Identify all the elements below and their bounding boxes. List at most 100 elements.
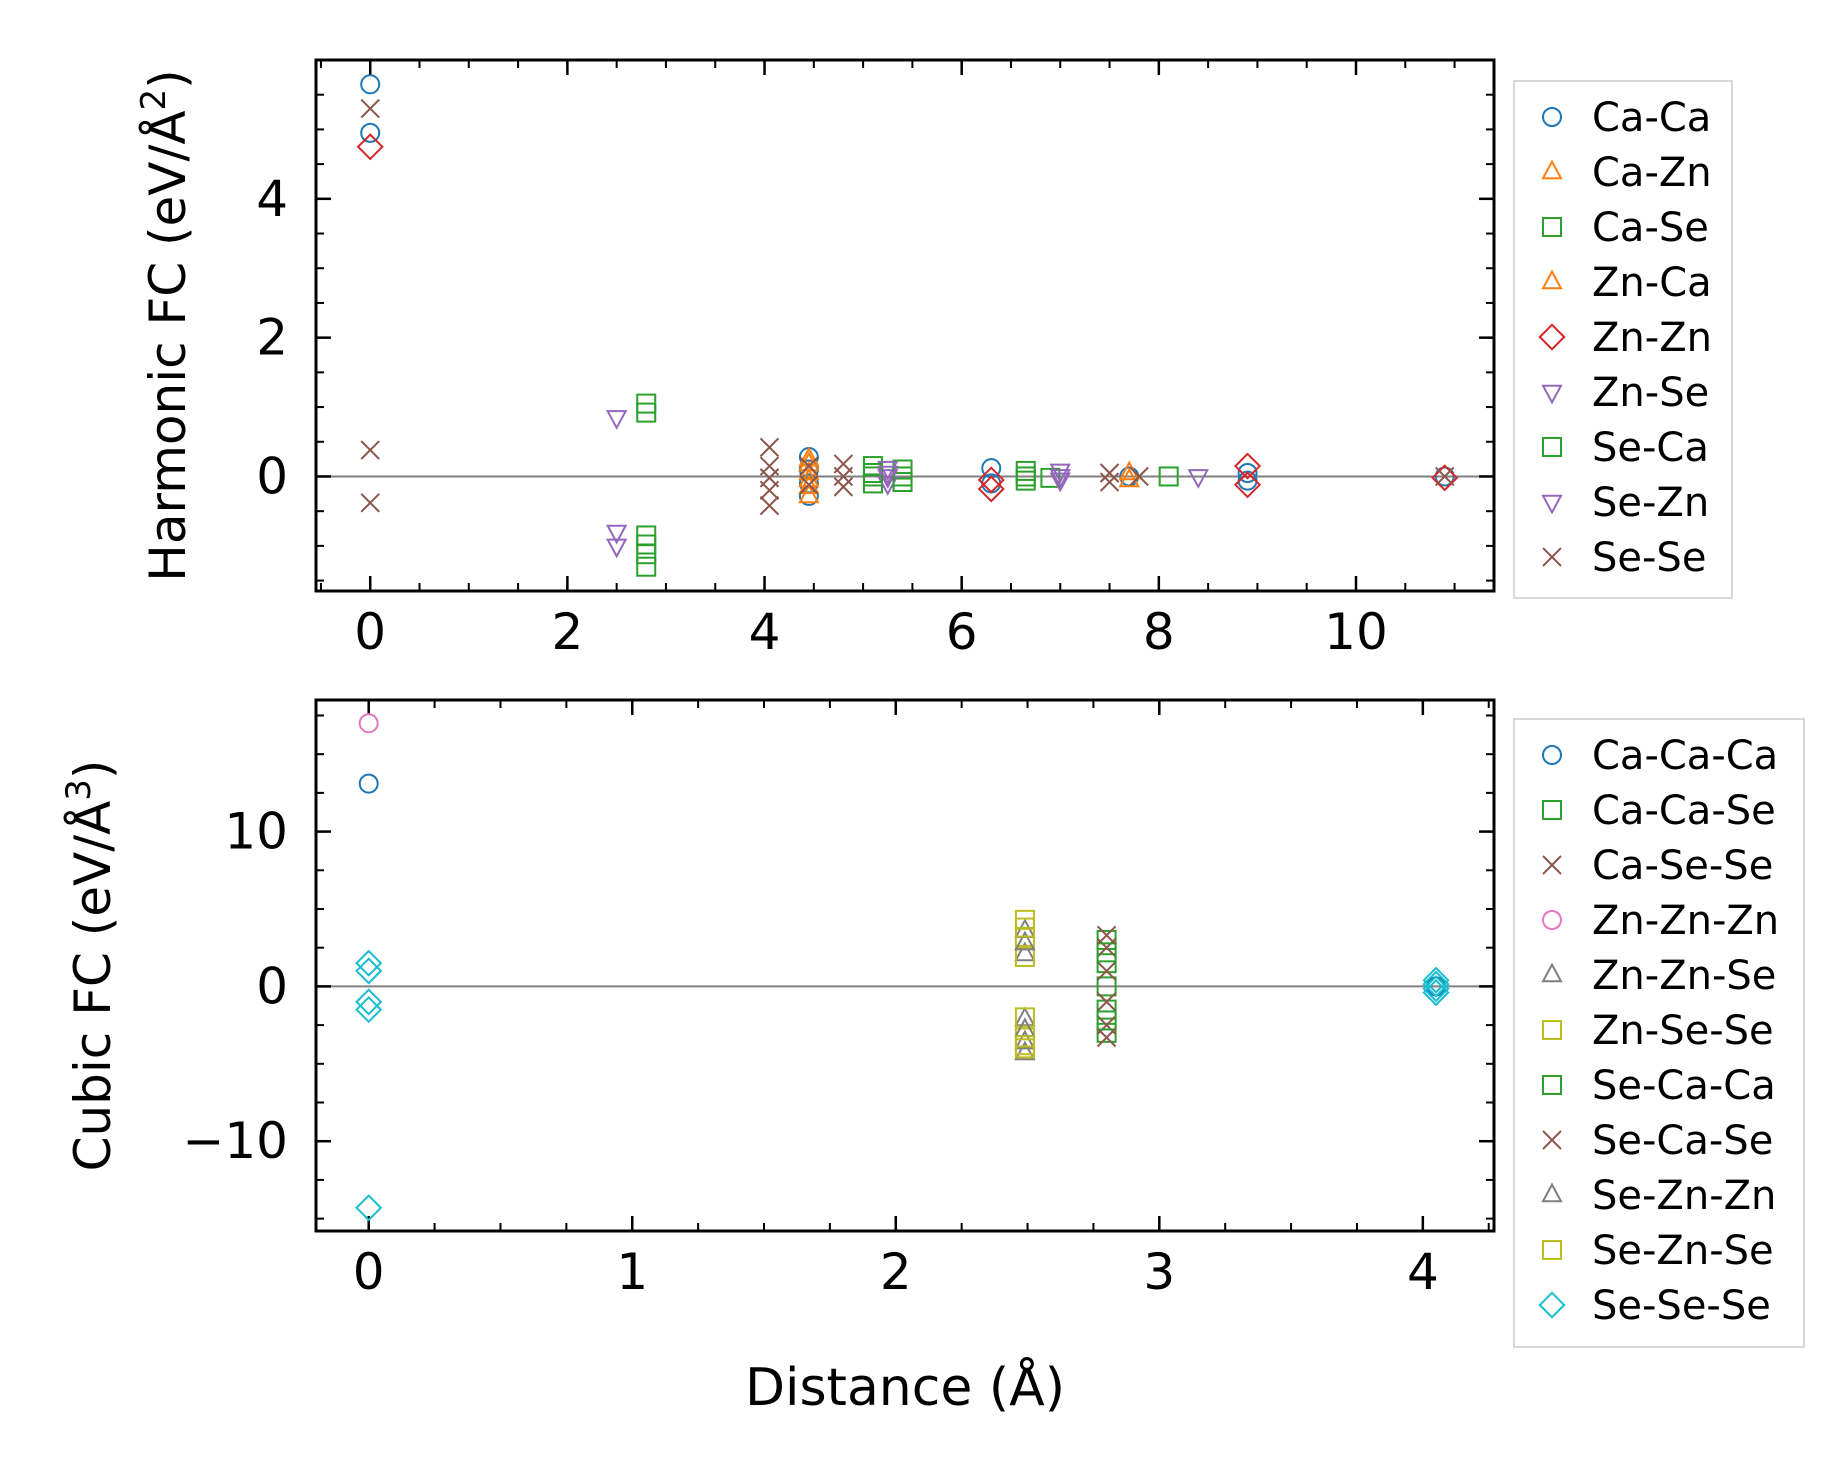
data-point	[1129, 466, 1149, 487]
legend-label: Se-Zn	[1592, 480, 1709, 526]
legend-label: Se-Ca-Ca	[1592, 1063, 1776, 1109]
data-point	[1015, 466, 1036, 487]
legend-marker	[1541, 494, 1563, 515]
data-point	[759, 437, 780, 458]
y-axis-label: Cubic FC (eV/Å3)	[59, 760, 122, 1172]
plot-area-frame	[314, 58, 1496, 593]
data-point	[1049, 469, 1071, 489]
legend-label: Zn-Ca	[1592, 260, 1712, 306]
data-point	[636, 402, 657, 423]
legend-box	[1513, 718, 1805, 1348]
legend-label: Zn-Se	[1592, 370, 1709, 416]
legend-marker	[1542, 547, 1562, 567]
data-point	[1187, 469, 1209, 489]
x-tick-label: 8	[1143, 603, 1175, 661]
x-tick-label: 3	[1143, 1243, 1175, 1301]
y-tick-label: 10	[224, 803, 288, 861]
data-point	[1435, 466, 1455, 487]
legend-label: Ca-Ca-Ca	[1592, 733, 1778, 779]
plot-area-frame	[314, 698, 1496, 1233]
legend-label: Zn-Se-Se	[1592, 1008, 1774, 1054]
data-point	[1096, 999, 1117, 1020]
data-point	[1096, 992, 1117, 1012]
data-point	[360, 98, 380, 119]
series-Ca-Ca	[360, 74, 1455, 506]
series-Zn-Se	[605, 410, 1209, 559]
data-point	[355, 957, 383, 985]
series-Zn-Zn	[356, 133, 1459, 503]
data-point	[877, 469, 899, 489]
legend-label: Se-Se-Se	[1592, 1283, 1771, 1329]
data-point	[1096, 1022, 1117, 1043]
legend-label: Se-Ca	[1592, 425, 1709, 471]
y-tick-label: −10	[182, 1112, 288, 1170]
legend-marker	[1542, 1075, 1562, 1095]
data-point	[1014, 1040, 1036, 1061]
legend-marker	[1541, 384, 1563, 405]
legend-marker	[1542, 1130, 1562, 1150]
legend-marker	[1541, 269, 1563, 290]
legend-label: Ca-Ca	[1592, 95, 1711, 141]
data-point	[1014, 941, 1036, 962]
data-point	[1014, 917, 1035, 938]
series-Se-Ca-Se	[1096, 925, 1117, 1048]
data-point	[1237, 463, 1258, 483]
data-point	[1014, 946, 1035, 967]
data-point	[1422, 970, 1450, 998]
legend-label: Ca-Se-Se	[1592, 843, 1773, 889]
data-point	[1422, 966, 1450, 994]
legend-marker	[1542, 217, 1562, 237]
x-tick-label: 4	[749, 603, 781, 661]
legend-box	[1513, 80, 1733, 599]
data-point	[1014, 1035, 1035, 1056]
data-point	[355, 996, 383, 1024]
series-Se-Ca-Ca	[1096, 942, 1117, 1031]
data-point	[833, 466, 854, 487]
x-tick-label: 10	[1324, 603, 1388, 661]
legend-label: Zn-Zn-Zn	[1592, 898, 1779, 944]
y-axis-label: Harmonic FC (eV/Å2)	[134, 69, 197, 581]
legend-marker	[1542, 745, 1562, 765]
cubic-fc-panel: 0 1 2 3 4 −10 0 10 Cubic FC (eV/Å3) Distance (Å) C…	[59, 698, 1805, 1418]
legend-marker	[1542, 910, 1562, 930]
data-point	[877, 465, 899, 486]
legend-marker	[1542, 855, 1562, 875]
y-tick-label: 0	[256, 957, 288, 1015]
series-Zn-Zn-Zn	[358, 713, 379, 734]
legend-label: Se-Se	[1592, 535, 1706, 581]
series-Se-Se	[360, 98, 1455, 516]
data-point	[1158, 466, 1179, 487]
data-point	[1014, 1006, 1036, 1027]
data-point	[977, 475, 1005, 503]
data-point	[798, 483, 820, 504]
data-point	[1099, 472, 1120, 492]
series-Ca-Ca-Ca	[358, 773, 1447, 997]
data-point	[759, 495, 780, 516]
legend-marker	[1542, 1240, 1562, 1260]
legend-label: Ca-Se	[1592, 205, 1709, 251]
data-point	[799, 456, 819, 476]
data-point	[636, 556, 657, 577]
legend-marker	[1538, 1291, 1566, 1319]
data-point	[798, 474, 820, 495]
series-Se-Zn-Se	[1014, 917, 1035, 1056]
data-point	[1233, 471, 1262, 499]
data-point	[605, 538, 628, 559]
x-axis-label: Distance (Å)	[745, 1356, 1065, 1418]
legend-label: Zn-Zn-Se	[1592, 953, 1776, 999]
x-tick-label: 1	[616, 1243, 648, 1301]
y-tick-label: 4	[256, 170, 288, 228]
data-point	[1422, 979, 1450, 1007]
data-point	[1099, 463, 1120, 483]
data-point	[605, 524, 628, 545]
legend-marker	[1542, 107, 1562, 127]
data-point	[358, 773, 379, 794]
data-point	[636, 544, 657, 565]
data-point	[355, 1194, 383, 1222]
legend-marker	[1541, 962, 1563, 983]
data-point	[1096, 929, 1117, 950]
legend-label: Se-Zn-Zn	[1592, 1173, 1776, 1219]
series-Se-Se-Se	[355, 949, 1450, 1222]
legend-label: Se-Ca-Se	[1592, 1118, 1773, 1164]
data-point	[1096, 942, 1117, 963]
